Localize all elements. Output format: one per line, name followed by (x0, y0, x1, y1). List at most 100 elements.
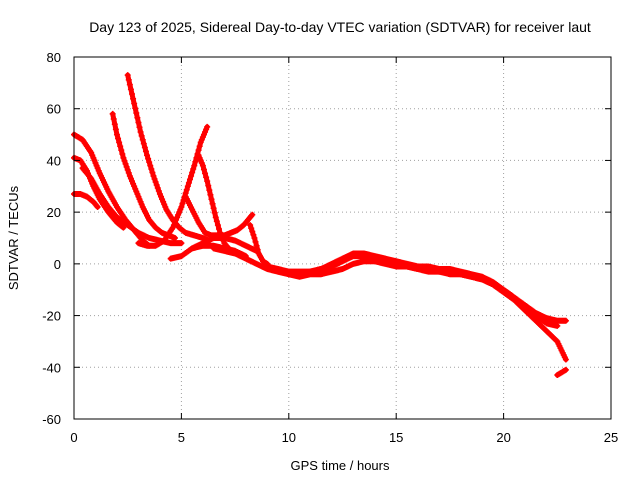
y-tick-label: 80 (47, 50, 61, 65)
data-point (188, 172, 195, 179)
data-point (120, 154, 127, 161)
data-point (128, 91, 135, 98)
data-point (562, 356, 569, 363)
data-point (135, 119, 142, 126)
data-point (154, 185, 161, 192)
y-tick-label: 0 (54, 257, 61, 272)
x-tick-label: 5 (178, 430, 185, 445)
y-axis-label: SDTVAR / TECUs (6, 185, 21, 290)
data-point (253, 242, 260, 249)
data-point (152, 178, 159, 185)
x-axis-label: GPS time / hours (291, 458, 390, 473)
data-point (212, 214, 219, 221)
data-point (112, 126, 119, 133)
data-point (203, 174, 210, 181)
series-arc-16 (554, 366, 569, 379)
data-point (251, 235, 258, 241)
data-point (125, 169, 132, 176)
plot-border (73, 56, 612, 420)
data-point (151, 175, 158, 182)
data-point (124, 166, 131, 173)
y-tick-label: 60 (47, 102, 61, 117)
y-tick-label: 40 (47, 153, 61, 168)
data-point (146, 159, 153, 166)
data-point (183, 186, 190, 193)
data-point (138, 132, 145, 139)
data-point (178, 203, 185, 210)
data-point (202, 170, 209, 177)
data-point (121, 157, 128, 164)
data-point (195, 147, 202, 154)
data-point (137, 128, 144, 135)
data-point (116, 139, 123, 146)
data-point (215, 225, 222, 232)
chart-title: Day 123 of 2025, Sidereal Day-to-day VTE… (89, 19, 591, 35)
data-point (109, 110, 116, 117)
data-point (126, 81, 133, 88)
data-point (192, 158, 199, 165)
data-point (214, 222, 221, 229)
series-arc-12 (247, 222, 271, 267)
data-point (133, 110, 140, 117)
data-point (252, 238, 259, 245)
data-point (209, 200, 216, 207)
data-point (148, 166, 155, 173)
data-point (149, 169, 156, 176)
series-arc-15 (275, 258, 569, 324)
data-point (127, 86, 134, 93)
x-tick-label: 10 (282, 430, 296, 445)
x-tick-label: 25 (604, 430, 618, 445)
data-point (562, 317, 569, 324)
series-layer (71, 72, 569, 379)
data-point (171, 235, 178, 241)
data-point (124, 72, 131, 79)
data-point (199, 162, 206, 169)
data-point (254, 246, 261, 253)
y-tick-label: -40 (42, 360, 61, 375)
series-arc-5 (109, 110, 178, 241)
data-point (184, 183, 191, 190)
data-point (110, 116, 117, 123)
data-point (204, 123, 211, 130)
data-point (122, 160, 129, 167)
data-point (250, 231, 257, 238)
data-point (205, 182, 212, 189)
data-point (562, 366, 569, 373)
data-point (130, 95, 137, 102)
tick-layer: 0 5 10 15 20 25 -60 -40 -20 0 20 40 60 80 (42, 50, 618, 445)
data-point (190, 166, 197, 173)
data-point (134, 114, 141, 121)
data-point (189, 169, 196, 176)
data-point (200, 166, 207, 173)
data-point (131, 100, 138, 107)
data-point (118, 147, 125, 154)
data-point (136, 124, 143, 131)
data-point (123, 163, 130, 170)
data-point (248, 225, 255, 232)
data-point (125, 76, 132, 83)
data-point (247, 222, 254, 229)
data-point (144, 152, 151, 159)
data-point (94, 203, 101, 210)
data-point (145, 155, 152, 162)
y-tick-label: -60 (42, 412, 61, 427)
series-arc-6 (124, 72, 213, 244)
data-point (210, 205, 217, 212)
data-point (178, 240, 185, 247)
data-point (213, 218, 220, 225)
y-tick-label: -20 (42, 309, 61, 324)
data-point (206, 187, 213, 194)
data-point (553, 337, 560, 344)
data-point (207, 191, 214, 198)
data-point (249, 228, 256, 235)
data-point (208, 196, 215, 203)
data-point (113, 131, 120, 138)
data-point (554, 322, 561, 329)
x-tick-label: 0 (70, 430, 77, 445)
data-point (185, 179, 192, 186)
y-tick-label: 20 (47, 205, 61, 220)
data-point (117, 143, 124, 150)
data-point (132, 105, 139, 112)
